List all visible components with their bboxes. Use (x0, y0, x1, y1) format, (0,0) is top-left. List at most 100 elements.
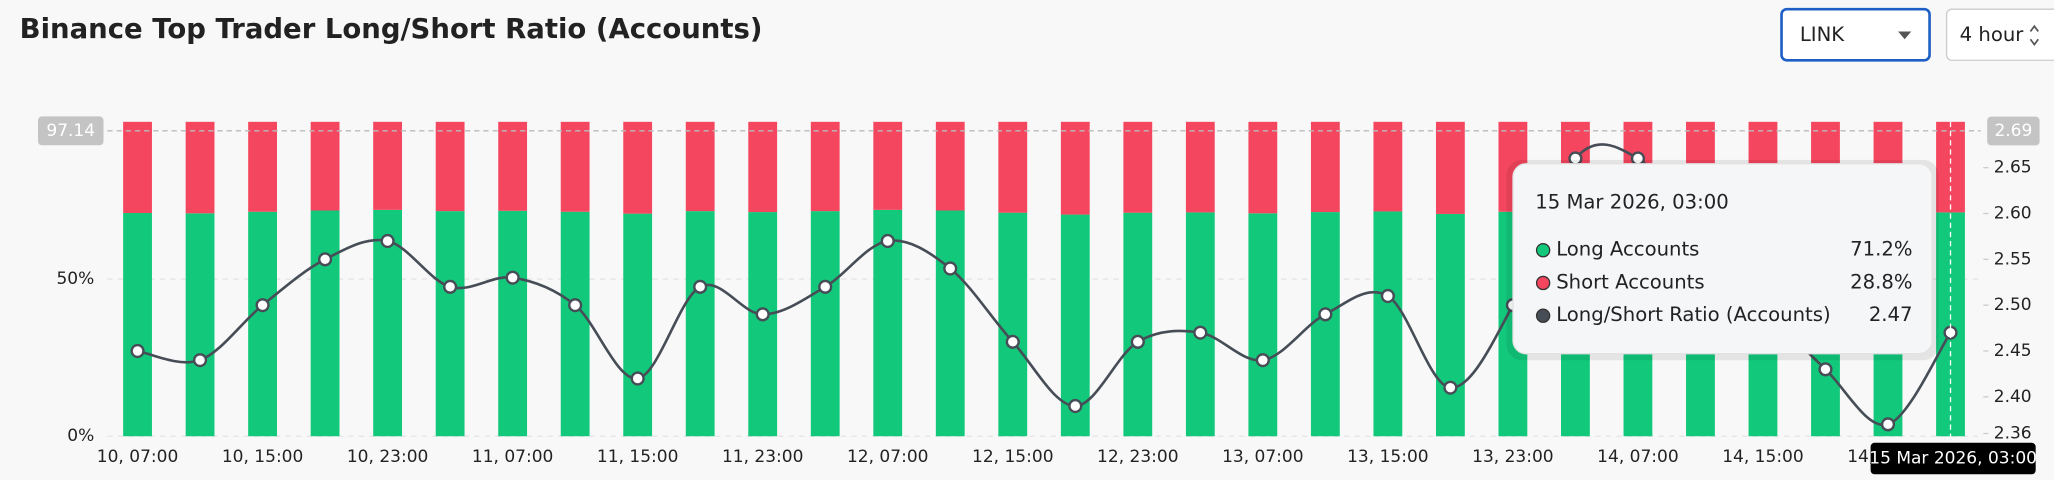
bar-segment (1248, 213, 1278, 437)
bar-segment (1123, 212, 1153, 437)
y2-tick-label: 2.55 (1994, 249, 2032, 269)
bar-segment (248, 121, 277, 212)
x-tick-label: 12, 15:00 (972, 447, 1054, 467)
tooltip: 15 Mar 2026, 03:00 Long Accounts 71.2% Shor… (1506, 159, 1939, 361)
crosshair-label-box (1987, 116, 2040, 146)
bar-segment (123, 121, 152, 214)
bar-segment (1435, 213, 1465, 437)
ratio-point (943, 261, 958, 276)
bar-segment (1248, 121, 1278, 214)
select-value[interactable]: LINK (1800, 23, 1845, 46)
ratio-point (755, 307, 770, 322)
y-tick-label: 0% (67, 426, 94, 446)
x-tick-label: 11, 15:00 (597, 447, 679, 467)
tooltip-box (1512, 163, 1933, 355)
crosshair-label-box (37, 116, 104, 146)
bar-segment (310, 210, 340, 437)
bar-segment (1185, 121, 1215, 213)
bar-segment (560, 121, 590, 212)
bar-segment (935, 210, 965, 437)
bar-segment (873, 121, 903, 210)
bar-segment (560, 211, 590, 437)
bar-segment (748, 212, 778, 437)
symbol-select[interactable]: LINK (1780, 7, 1931, 62)
ratio-point (380, 233, 395, 249)
x-tick-label: 10, 23:00 (347, 447, 429, 467)
crosshair-y2-label: 2.69 (1994, 121, 2032, 141)
bar-segment (685, 121, 715, 212)
ratio-point (1255, 353, 1270, 368)
bar-segment (810, 121, 840, 212)
bar-segment (435, 121, 465, 212)
bar-segment (810, 211, 840, 437)
ratio-point (880, 233, 895, 249)
bar-segment (185, 213, 215, 437)
bar-segment (1373, 121, 1403, 212)
ratio-point (693, 279, 708, 294)
bar-segment (123, 213, 152, 437)
ratio-point (130, 343, 145, 359)
ratio-point (1005, 334, 1020, 349)
bar-segment (373, 121, 403, 210)
bar-segment (623, 213, 653, 437)
bar-segment (1185, 212, 1215, 437)
y2-tick-label: 2.65 (1994, 158, 2032, 178)
bar-segment (998, 121, 1028, 213)
y2-tick-label: 2.40 (1994, 387, 2032, 407)
y-tick-label: 50% (56, 269, 94, 289)
crosshair-x-label: 15 Mar 2026, 03:00 (1869, 449, 2037, 469)
bar-segment (935, 121, 965, 211)
ratio-point (568, 298, 583, 313)
x-tick-label: 10, 07:00 (97, 447, 179, 467)
tooltip-value: 28.8% (1850, 270, 1912, 293)
x-tick-label: 13, 07:00 (1222, 447, 1304, 467)
y2-tick-label: 2.45 (1994, 341, 2032, 361)
x-tick-label: 13, 15:00 (1347, 447, 1429, 467)
bar-segment (748, 121, 778, 213)
x-tick-label: 10, 15:00 (222, 447, 304, 467)
tooltip-dot (1535, 275, 1551, 291)
tooltip-dot (1535, 243, 1551, 258)
x-tick-label: 14, 15:00 (1722, 447, 1804, 467)
bar-segment (498, 210, 528, 437)
ratio-point (1880, 417, 1896, 432)
y2-tick-label: 2.36 (1994, 423, 2032, 443)
ratio-point (630, 371, 645, 386)
y2-tick-label: 2.60 (1994, 203, 2032, 223)
bar-segment (435, 211, 465, 437)
bar-segment (1310, 121, 1340, 213)
tooltip-dot (1535, 308, 1551, 323)
bar-segment (498, 121, 528, 211)
bar-segment (310, 121, 340, 211)
bar-segment (1310, 212, 1340, 437)
bar-segment (1373, 211, 1403, 437)
bar-segment (1060, 121, 1090, 215)
crosshair-y-label: 97.14 (46, 121, 95, 141)
select-value[interactable]: 4 hour (1960, 23, 2025, 46)
ratio-point (1068, 398, 1083, 414)
x-tick-label: 11, 23:00 (722, 447, 804, 467)
ratio-point (443, 279, 458, 294)
y2-tick-label: 2.50 (1994, 295, 2032, 315)
page-title: Binance Top Trader Long/Short Ratio (Acc… (20, 13, 763, 45)
bar-segment (998, 212, 1028, 437)
bar-segment (685, 211, 715, 437)
tooltip-value: 2.47 (1869, 303, 1913, 326)
tooltip-series-name: Long Accounts (1556, 238, 1699, 261)
select-box[interactable] (1945, 8, 2054, 61)
x-tick-label: 12, 07:00 (847, 447, 929, 467)
select-box[interactable] (1780, 7, 1931, 62)
x-tick-label: 11, 07:00 (472, 447, 554, 467)
bar-segment (248, 211, 277, 437)
ratio-point (1443, 380, 1458, 395)
tooltip-series-name: Short Accounts (1556, 270, 1704, 293)
ratio-point (192, 353, 208, 368)
ratio-point (1318, 307, 1333, 322)
interval-select[interactable]: 4 hour (1945, 8, 2054, 61)
x-tick-label: 12, 23:00 (1097, 447, 1179, 467)
bar-segment (185, 121, 215, 214)
tooltip-title: 15 Mar 2026, 03:00 (1535, 191, 1728, 214)
select-arrow (1898, 31, 1912, 40)
